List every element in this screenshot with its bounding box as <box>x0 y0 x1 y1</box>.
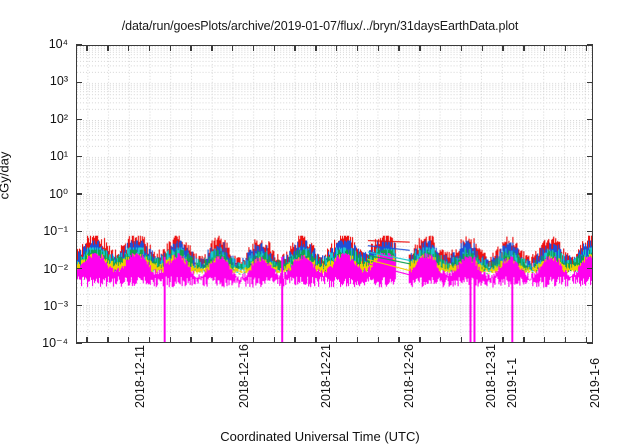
y-axis-tick-label: 10⁴ <box>48 37 68 51</box>
y-axis-tick-label: 10⁻² <box>43 261 68 276</box>
x-axis-tick-mark <box>148 45 151 51</box>
x-axis-tick-label: 2018-12-26 <box>402 344 416 408</box>
x-axis-tick-mark <box>585 45 587 51</box>
x-axis-tick-mark <box>544 337 546 343</box>
x-axis-tick-mark <box>169 337 171 343</box>
y-axis-tick-mark <box>76 267 82 270</box>
y-axis-tick-mark <box>76 44 82 46</box>
x-axis-tick-label: 2019-1-1 <box>505 357 519 408</box>
x-axis-tick-mark <box>252 337 255 343</box>
x-axis-tick-mark <box>377 45 379 51</box>
x-axis-tick-label: 2018-12-31 <box>484 344 498 408</box>
x-axis-tick-mark <box>544 45 546 51</box>
x-axis-tick-mark <box>356 337 359 343</box>
x-axis-tick-label: 2018-12-21 <box>319 344 333 408</box>
y-axis-tick-mark <box>76 156 82 158</box>
x-axis-tick-mark <box>273 45 275 51</box>
x-axis-tick-mark <box>336 337 338 343</box>
x-axis-tick-mark <box>460 45 463 51</box>
y-axis-tick-mark <box>587 118 593 121</box>
y-axis-tick-label: 10⁰ <box>49 187 68 201</box>
x-axis-tick-mark <box>502 337 504 343</box>
y-axis-tick-mark <box>76 230 82 232</box>
y-axis-tick-label: 10⁻¹ <box>43 224 68 239</box>
y-axis-tick-label: 10² <box>49 111 68 126</box>
plot-title: /data/run/goesPlots/archive/2019-01-07/f… <box>121 19 519 33</box>
y-axis-tick-mark <box>587 44 593 46</box>
x-axis-tick-mark <box>128 45 130 51</box>
x-axis-tick-mark <box>148 337 151 343</box>
x-axis-tick-mark <box>107 45 109 51</box>
x-axis-tick-mark <box>232 337 234 343</box>
y-axis-title: cGy/day <box>0 151 12 200</box>
y-axis-tick-mark <box>76 193 82 195</box>
x-axis-tick-mark <box>481 337 483 343</box>
x-axis-tick-mark <box>440 337 442 343</box>
y-axis-tick-mark <box>587 193 593 195</box>
x-axis-tick-mark <box>211 337 213 343</box>
x-axis-tick-mark <box>440 45 442 51</box>
y-axis-tick-mark <box>76 81 82 83</box>
x-axis-tick-mark <box>419 45 421 51</box>
x-axis-tick-mark <box>460 337 463 343</box>
y-axis-tick-mark <box>587 342 593 344</box>
y-axis-tick-mark <box>587 81 593 83</box>
y-axis-tick-mark <box>587 230 593 232</box>
x-axis-tick-mark <box>315 337 317 343</box>
x-axis-tick-mark <box>190 45 192 51</box>
plot-area <box>76 45 593 343</box>
x-axis-tick-mark <box>86 337 88 343</box>
x-axis-tick-mark <box>585 337 587 343</box>
x-axis-tick-mark <box>294 45 296 51</box>
x-axis-tick-mark <box>273 337 275 343</box>
y-axis-tick-label: 10³ <box>49 74 68 89</box>
x-axis-tick-mark <box>128 337 130 343</box>
x-axis-tick-mark <box>315 45 317 51</box>
x-axis-tick-label: 2019-1-6 <box>588 357 602 408</box>
y-axis-tick-mark <box>587 267 593 270</box>
x-axis-tick-mark <box>398 337 400 343</box>
y-axis-tick-mark <box>76 342 82 344</box>
x-axis-tick-mark <box>190 337 192 343</box>
y-axis-tick-label: 10¹ <box>49 148 68 163</box>
x-axis-title: Coordinated Universal Time (UTC) <box>220 429 420 444</box>
x-axis-tick-label: 2018-12-11 <box>133 344 147 408</box>
x-axis-tick-mark <box>523 337 525 343</box>
x-axis-tick-mark <box>564 337 567 343</box>
data-series-layer <box>77 46 592 342</box>
x-axis-tick-mark <box>481 45 483 51</box>
x-axis-tick-label: 2018-12-16 <box>237 344 251 408</box>
x-axis-tick-mark <box>232 45 234 51</box>
y-axis-tick-mark <box>76 305 82 307</box>
y-axis-tick-mark <box>76 118 82 121</box>
x-axis-tick-mark <box>252 45 255 51</box>
x-axis-tick-mark <box>294 337 296 343</box>
x-axis-tick-mark <box>107 337 109 343</box>
x-axis-tick-mark <box>169 45 171 51</box>
x-axis-tick-mark <box>86 45 88 51</box>
x-axis-tick-mark <box>419 337 421 343</box>
x-axis-tick-mark <box>523 45 525 51</box>
y-axis-tick-label: 10⁻⁴ <box>42 336 68 350</box>
y-axis-tick-mark <box>587 156 593 158</box>
x-axis-tick-mark <box>336 45 338 51</box>
x-axis-tick-mark <box>502 45 504 51</box>
x-axis-tick-mark <box>211 45 213 51</box>
y-axis-tick-mark <box>587 305 593 307</box>
x-axis-tick-mark <box>356 45 359 51</box>
y-axis-tick-label: 10⁻³ <box>43 298 68 313</box>
x-axis-tick-mark <box>398 45 400 51</box>
x-axis-tick-mark <box>564 45 567 51</box>
x-axis-tick-mark <box>377 337 379 343</box>
